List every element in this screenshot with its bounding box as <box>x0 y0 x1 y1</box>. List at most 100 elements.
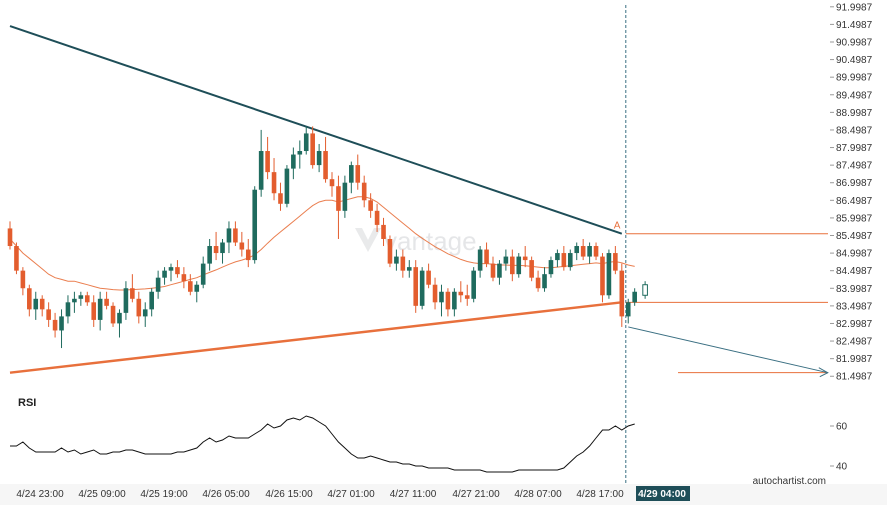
candle <box>226 221 232 254</box>
candle <box>149 288 154 317</box>
candle <box>33 291 39 320</box>
candle-body <box>368 200 373 211</box>
candle-body <box>452 291 457 310</box>
candle-body <box>323 151 328 180</box>
candle-body <box>7 228 13 247</box>
x-tick-label: 4/27 11:00 <box>390 489 437 500</box>
candle-body <box>548 260 554 275</box>
candle-body <box>613 253 618 271</box>
candle <box>619 263 625 327</box>
candle-body <box>233 228 238 243</box>
x-tick-label: 4/25 09:00 <box>78 489 126 500</box>
candle-body <box>291 154 296 169</box>
candle <box>600 253 605 303</box>
candle-body <box>188 281 193 292</box>
candle-body <box>490 263 496 278</box>
candle-body <box>432 284 438 303</box>
y-tick-label: 89.4987 <box>836 90 873 101</box>
y-tick-label: 84.4987 <box>836 266 873 277</box>
candle <box>65 295 71 324</box>
candle <box>355 154 361 190</box>
candle-body <box>239 242 245 250</box>
candle <box>316 143 322 173</box>
candle <box>84 291 90 306</box>
candle <box>130 274 135 303</box>
candle <box>220 238 225 264</box>
candle-body <box>213 246 219 254</box>
candle-body <box>342 182 348 211</box>
y-tick-label: 88.9987 <box>836 108 873 119</box>
candle <box>117 309 122 338</box>
candle <box>72 291 77 313</box>
candle-body <box>20 270 26 289</box>
candle <box>284 165 290 208</box>
candle <box>503 249 509 271</box>
candle <box>123 281 129 320</box>
candle-body <box>497 263 502 278</box>
candle <box>27 284 32 317</box>
candle-body <box>400 256 406 271</box>
candle-body <box>394 256 399 264</box>
x-tick-label: 4/27 21:00 <box>452 489 500 500</box>
candle <box>490 256 496 282</box>
x-tick-label: 4/26 05:00 <box>202 489 250 500</box>
candle <box>349 161 354 194</box>
candle <box>361 175 367 208</box>
candle-body <box>265 151 270 173</box>
candle-body <box>561 253 567 268</box>
candle <box>471 267 476 303</box>
candle <box>548 256 554 278</box>
candle <box>303 126 309 155</box>
watermark-logo-icon <box>355 228 381 252</box>
watermark-text: vantage <box>384 226 477 256</box>
candle-body <box>303 133 309 152</box>
candle <box>587 242 592 264</box>
candle <box>194 281 200 303</box>
candle-body <box>606 253 612 296</box>
candle-body <box>91 302 97 320</box>
candle <box>291 147 296 180</box>
y-tick-label: 89.9987 <box>836 73 873 84</box>
candle <box>567 249 573 271</box>
y-tick-label: 85.9987 <box>836 213 873 224</box>
candle <box>529 256 534 282</box>
candle-body <box>484 249 489 264</box>
candle <box>580 238 586 261</box>
candle-body <box>458 291 464 296</box>
candle <box>168 263 174 282</box>
candle <box>91 295 97 327</box>
candle-body <box>27 288 32 310</box>
candle-body <box>162 270 167 278</box>
candle <box>59 309 64 349</box>
candle <box>625 298 631 324</box>
candle-body <box>587 246 592 257</box>
candle <box>155 270 161 299</box>
candle-body <box>258 151 264 190</box>
candle <box>413 260 419 313</box>
candle <box>400 249 406 278</box>
candle-body <box>361 182 367 201</box>
candle <box>342 175 348 218</box>
candle-body <box>110 305 116 324</box>
y-tick-label: 84.9987 <box>836 249 873 260</box>
candle-body <box>39 298 45 310</box>
candle <box>245 238 251 268</box>
candle-body <box>381 224 386 239</box>
candle-body <box>278 193 283 204</box>
y-tick-label: 86.4987 <box>836 196 873 207</box>
candle-body <box>207 246 212 264</box>
point-a-label: A <box>614 221 621 232</box>
candle-body <box>387 238 393 264</box>
candle-body <box>226 228 232 243</box>
candle-body <box>529 260 534 278</box>
y-tick-label: 88.4987 <box>836 125 873 136</box>
candle <box>20 267 26 296</box>
candle <box>7 221 13 250</box>
candle <box>239 231 245 257</box>
candle <box>516 253 522 278</box>
candle <box>387 235 393 268</box>
y-tick-label: 91.9987 <box>836 2 873 13</box>
candle <box>484 242 489 268</box>
candle-body <box>46 309 51 320</box>
candle-body <box>284 168 290 204</box>
